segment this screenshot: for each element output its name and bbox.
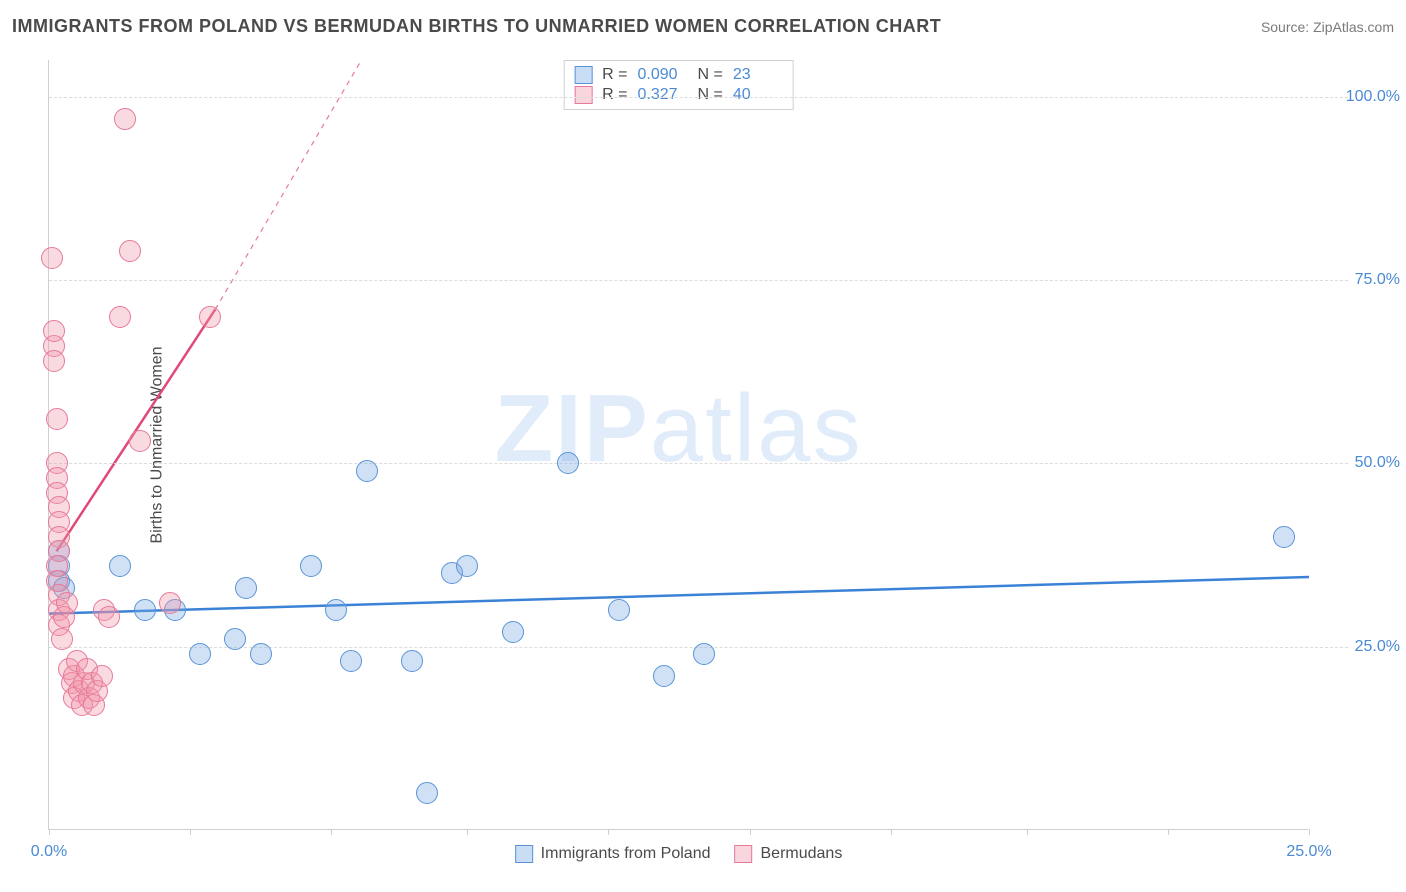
x-tick bbox=[331, 829, 332, 835]
data-point bbox=[109, 555, 131, 577]
data-point bbox=[56, 592, 78, 614]
watermark: ZIPatlas bbox=[494, 374, 862, 484]
data-point bbox=[416, 782, 438, 804]
data-point bbox=[502, 621, 524, 643]
legend-swatch bbox=[574, 66, 592, 84]
x-tick-label: 0.0% bbox=[31, 843, 67, 861]
legend-label: Bermudans bbox=[761, 845, 843, 863]
stat-n-value: 23 bbox=[733, 66, 783, 84]
data-point bbox=[401, 650, 423, 672]
data-point bbox=[235, 577, 257, 599]
data-point bbox=[91, 665, 113, 687]
x-tick bbox=[467, 829, 468, 835]
legend-label: Immigrants from Poland bbox=[541, 845, 711, 863]
y-tick-label: 75.0% bbox=[1355, 271, 1400, 289]
data-point bbox=[325, 599, 347, 621]
stats-legend: R = 0.090 N = 23 R = 0.327 N = 40 bbox=[563, 60, 794, 110]
data-point bbox=[134, 599, 156, 621]
title-bar: IMMIGRANTS FROM POLAND VS BERMUDAN BIRTH… bbox=[12, 16, 1394, 37]
legend-swatch bbox=[735, 845, 753, 863]
data-point bbox=[109, 306, 131, 328]
data-point bbox=[456, 555, 478, 577]
data-point bbox=[46, 408, 68, 430]
x-tick bbox=[1027, 829, 1028, 835]
y-tick-label: 50.0% bbox=[1355, 454, 1400, 472]
stats-legend-row: R = 0.090 N = 23 bbox=[574, 65, 783, 85]
plot-area: Births to Unmarried Women ZIPatlas R = 0.… bbox=[48, 60, 1308, 830]
stats-legend-row: R = 0.327 N = 40 bbox=[574, 85, 783, 105]
watermark-rest: atlas bbox=[650, 375, 863, 482]
stat-r-value: 0.327 bbox=[638, 86, 688, 104]
chart-title: IMMIGRANTS FROM POLAND VS BERMUDAN BIRTH… bbox=[12, 16, 941, 37]
stat-n-label: N = bbox=[698, 66, 723, 84]
data-point bbox=[199, 306, 221, 328]
y-tick-label: 100.0% bbox=[1346, 88, 1400, 106]
trend-lines bbox=[49, 60, 1308, 829]
y-tick-label: 25.0% bbox=[1355, 638, 1400, 656]
stat-r-value: 0.090 bbox=[638, 66, 688, 84]
stat-r-label: R = bbox=[602, 86, 627, 104]
stat-n-value: 40 bbox=[733, 86, 783, 104]
gridline bbox=[49, 280, 1348, 281]
data-point bbox=[189, 643, 211, 665]
data-point bbox=[41, 247, 63, 269]
data-point bbox=[43, 320, 65, 342]
gridline bbox=[49, 463, 1348, 464]
data-point bbox=[1273, 526, 1295, 548]
data-point bbox=[224, 628, 246, 650]
data-point bbox=[608, 599, 630, 621]
x-tick bbox=[49, 829, 50, 835]
x-tick-label: 25.0% bbox=[1286, 843, 1331, 861]
data-point bbox=[300, 555, 322, 577]
x-tick bbox=[1168, 829, 1169, 835]
series-legend: Immigrants from Poland Bermudans bbox=[515, 845, 843, 863]
data-point bbox=[98, 606, 120, 628]
data-point bbox=[557, 452, 579, 474]
data-point bbox=[653, 665, 675, 687]
data-point bbox=[340, 650, 362, 672]
x-tick bbox=[750, 829, 751, 835]
data-point bbox=[43, 350, 65, 372]
data-point bbox=[250, 643, 272, 665]
data-point bbox=[119, 240, 141, 262]
data-point bbox=[114, 108, 136, 130]
data-point bbox=[693, 643, 715, 665]
stat-r-label: R = bbox=[602, 66, 627, 84]
gridline bbox=[49, 97, 1348, 98]
y-axis-label: Births to Unmarried Women bbox=[149, 346, 167, 543]
legend-item: Immigrants from Poland bbox=[515, 845, 711, 863]
x-tick bbox=[608, 829, 609, 835]
x-tick bbox=[1309, 829, 1310, 835]
data-point bbox=[129, 430, 151, 452]
data-point bbox=[356, 460, 378, 482]
x-tick bbox=[891, 829, 892, 835]
data-point bbox=[159, 592, 181, 614]
legend-item: Bermudans bbox=[735, 845, 843, 863]
legend-swatch bbox=[574, 86, 592, 104]
legend-swatch bbox=[515, 845, 533, 863]
source-label: Source: ZipAtlas.com bbox=[1261, 19, 1394, 35]
stat-n-label: N = bbox=[698, 86, 723, 104]
data-point bbox=[51, 628, 73, 650]
x-tick bbox=[190, 829, 191, 835]
